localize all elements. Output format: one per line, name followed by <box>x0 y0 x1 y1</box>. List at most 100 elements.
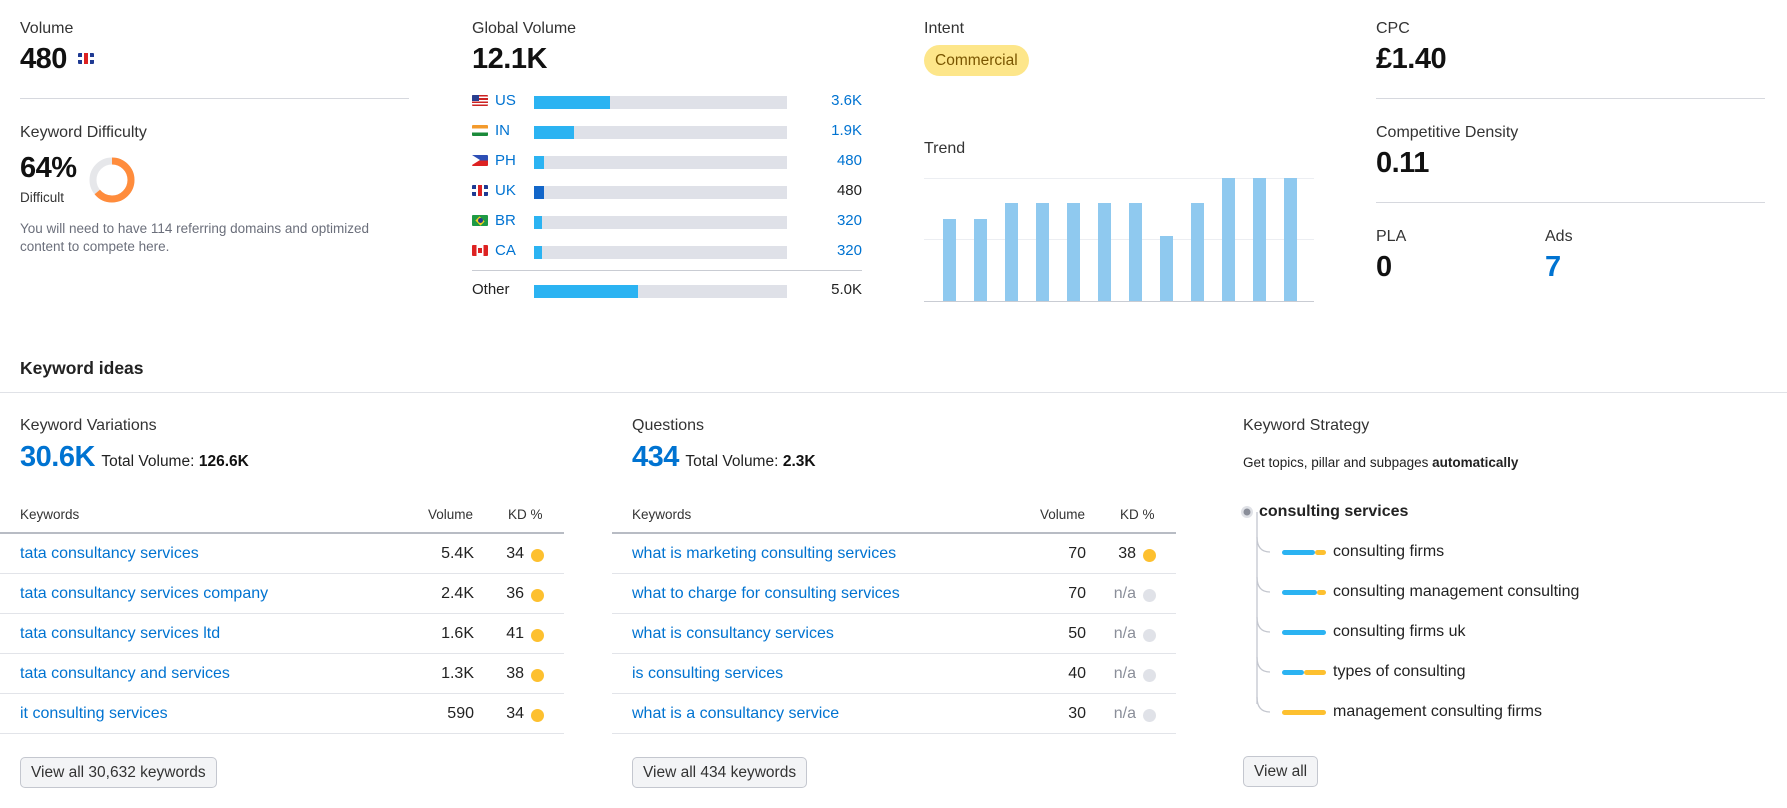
us-flag-icon <box>472 95 488 106</box>
trend-bar <box>1222 178 1235 301</box>
keyword-link[interactable]: tata consultancy services <box>20 545 199 562</box>
row-kd: 36 <box>506 585 524 602</box>
trend-bar <box>1129 203 1142 301</box>
country-row-us[interactable]: US 3.6K <box>472 91 862 111</box>
intent-badge: Commercial <box>924 45 1029 76</box>
ads-value[interactable]: 7 <box>1545 251 1561 283</box>
row-volume: 1.3K <box>441 665 474 682</box>
country-row-br[interactable]: BR 320 <box>472 211 862 231</box>
country-volume[interactable]: 480 <box>836 152 862 169</box>
global-volume-label: Global Volume <box>472 20 577 37</box>
keyword-link[interactable]: what is a consultancy service <box>632 705 840 722</box>
share-bar-fill <box>534 96 610 109</box>
share-bar-track <box>534 126 787 139</box>
strategy-bar-yellow <box>1282 710 1326 715</box>
country-code[interactable]: US <box>495 92 516 109</box>
view-all-strategy-button[interactable]: View all <box>1243 756 1319 787</box>
keyword-link[interactable]: what is consultancy services <box>632 625 834 642</box>
country-row-ph[interactable]: PH 480 <box>472 151 862 171</box>
volume-number: 480 <box>20 43 67 75</box>
kd-description: You will need to have 114 referring doma… <box>20 221 369 254</box>
in-flag-icon <box>472 125 488 136</box>
country-row-ca[interactable]: CA 320 <box>472 241 862 261</box>
trend-gridline <box>924 239 1314 240</box>
country-row-other: Other 5.0K <box>472 280 862 300</box>
questions-count[interactable]: 434 <box>632 441 679 473</box>
column-header-volume: Volume <box>428 507 474 522</box>
row-kd: 38 <box>1118 545 1136 562</box>
share-bar-fill <box>534 246 542 259</box>
table-row: tata consultancy and services 1.3K 38 <box>0 654 564 694</box>
country-row-in[interactable]: IN 1.9K <box>472 121 862 141</box>
country-code[interactable]: IN <box>495 122 510 139</box>
strategy-subtopic[interactable]: management consulting firms <box>1333 703 1542 720</box>
ca-flag-icon <box>472 245 488 256</box>
column-header-kd: KD % <box>508 507 543 522</box>
trend-bar <box>974 219 987 301</box>
strategy-subtopic[interactable]: consulting management consulting <box>1333 583 1580 600</box>
keyword-link[interactable]: what to charge for consulting services <box>632 585 900 602</box>
strategy-subtopic[interactable]: consulting firms <box>1333 543 1445 560</box>
view-all-variations-button[interactable]: View all 30,632 keywords <box>20 757 217 788</box>
kd-gauge-arc <box>89 157 135 203</box>
keyword-link[interactable]: is consulting services <box>632 665 784 682</box>
trend-bar <box>1284 178 1297 301</box>
kd-dot-icon <box>1143 709 1156 722</box>
country-code[interactable]: PH <box>495 152 516 169</box>
row-kd: 34 <box>506 545 524 562</box>
country-code[interactable]: CA <box>495 242 516 259</box>
share-bar-fill <box>534 186 545 199</box>
column-header-volume: Volume <box>1040 507 1086 522</box>
competitive-density-value: 0.11 <box>1376 147 1429 179</box>
keyword-link[interactable]: it consulting services <box>20 705 168 722</box>
row-volume: 30 <box>1068 705 1086 722</box>
keyword-link[interactable]: what is marketing consulting services <box>632 545 897 562</box>
kd-dot-icon <box>531 549 544 562</box>
variations-total-label: Total Volume: <box>101 453 195 470</box>
strategy-bar-yellow <box>1315 550 1326 555</box>
pla-label: PLA <box>1376 228 1407 245</box>
table-header-divider <box>0 532 564 534</box>
row-volume: 5.4K <box>441 545 474 562</box>
keyword-link[interactable]: tata consultancy and services <box>20 665 230 682</box>
questions-title: Questions <box>632 417 705 434</box>
row-volume: 1.6K <box>441 625 474 642</box>
variations-summary: 30.6K Total Volume: 126.6K <box>20 441 249 474</box>
kd-value: 64% <box>20 152 77 184</box>
country-volume[interactable]: 3.6K <box>831 92 862 109</box>
table-row: what is a consultancy service 30 n/a <box>612 694 1176 734</box>
pla-value: 0 <box>1376 251 1392 283</box>
keyword-link[interactable]: tata consultancy services ltd <box>20 625 221 642</box>
row-kd: n/a <box>1113 585 1136 602</box>
strategy-root-topic[interactable]: consulting services <box>1259 503 1409 520</box>
country-volume[interactable]: 1.9K <box>831 122 862 139</box>
country-code[interactable]: BR <box>495 212 516 229</box>
kd-dot-icon <box>1143 589 1156 602</box>
row-kd: n/a <box>1113 705 1136 722</box>
country-code[interactable]: UK <box>495 182 516 199</box>
variations-total-value: 126.6K <box>198 453 249 470</box>
row-volume: 2.4K <box>441 585 474 602</box>
share-bar-track <box>534 246 787 259</box>
row-volume: 70 <box>1068 545 1086 562</box>
divider <box>1376 98 1765 99</box>
variations-count[interactable]: 30.6K <box>20 441 95 473</box>
kd-dot-icon <box>531 589 544 602</box>
strategy-subtopic[interactable]: consulting firms uk <box>1333 623 1466 640</box>
trend-gridline <box>924 178 1314 179</box>
country-volume[interactable]: 320 <box>836 212 862 229</box>
strategy-subtopic[interactable]: types of consulting <box>1333 663 1466 680</box>
uk-flag-icon <box>472 185 488 196</box>
country-volume: 480 <box>836 182 862 199</box>
table-row: tata consultancy services 5.4K 34 <box>0 534 564 574</box>
country-volume[interactable]: 320 <box>836 242 862 259</box>
variations-title: Keyword Variations <box>20 417 157 434</box>
table-row: what to charge for consulting services 7… <box>612 574 1176 614</box>
cpc-label: CPC <box>1376 20 1410 37</box>
kd-label: Keyword Difficulty <box>20 124 147 141</box>
keyword-link[interactable]: tata consultancy services company <box>20 585 269 602</box>
kd-dot-icon <box>1143 669 1156 682</box>
volume-value: 480 <box>20 43 95 76</box>
table-row: is consulting services 40 n/a <box>612 654 1176 694</box>
view-all-questions-button[interactable]: View all 434 keywords <box>632 757 808 788</box>
